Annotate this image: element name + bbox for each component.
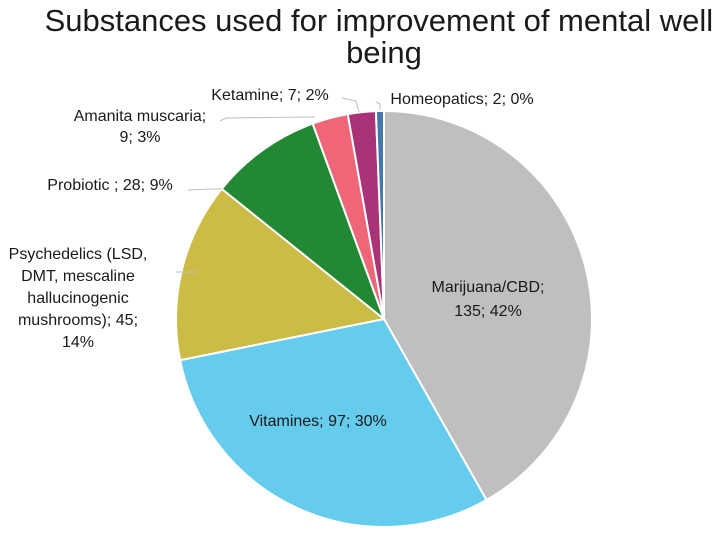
slice-label: Amanita muscaria; — [74, 108, 207, 125]
slice-label: DMT, mescaline — [21, 268, 135, 285]
pie-slice-marijuana — [383, 109, 593, 502]
leader-line — [187, 188, 222, 191]
pie-slice-probiotic — [220, 122, 387, 323]
slice-labels: Marijuana/CBD; 135; 42% Vitamines; 97; 30%… — [9, 87, 545, 430]
leader-line — [375, 101, 381, 110]
slice-label: Psychedelics (LSD, — [9, 246, 148, 263]
slice-label: 9; 3% — [120, 129, 161, 146]
slice-label: Ketamine; 7; 2% — [211, 87, 328, 104]
pie-slices — [175, 109, 593, 529]
chart-title: Substances used for improvement of menta… — [45, 3, 714, 70]
slice-label: 135; 42% — [454, 303, 522, 320]
slice-label: Marijuana/CBD; — [432, 279, 545, 296]
slice-label: Homeopatics; 2; 0% — [390, 91, 533, 108]
slice-label: hallucinogenic — [27, 290, 128, 307]
slice-label: Vitamines; 97; 30% — [249, 413, 387, 430]
slice-label: 14% — [62, 334, 94, 351]
pie-slice-psychedelics — [175, 187, 387, 362]
chart-title-line: Substances used for improvement of menta… — [45, 3, 714, 38]
pie-slice-homeopatics — [374, 109, 385, 320]
chart-title-line: being — [346, 35, 422, 70]
slice-label: mushrooms); 45; — [18, 312, 138, 329]
leader-line — [219, 116, 316, 122]
leader-lines — [176, 97, 381, 273]
pie-slice-vitamines — [178, 317, 488, 529]
leader-line — [341, 97, 360, 113]
slice-label: Probiotic ; 28; 9% — [47, 177, 172, 194]
